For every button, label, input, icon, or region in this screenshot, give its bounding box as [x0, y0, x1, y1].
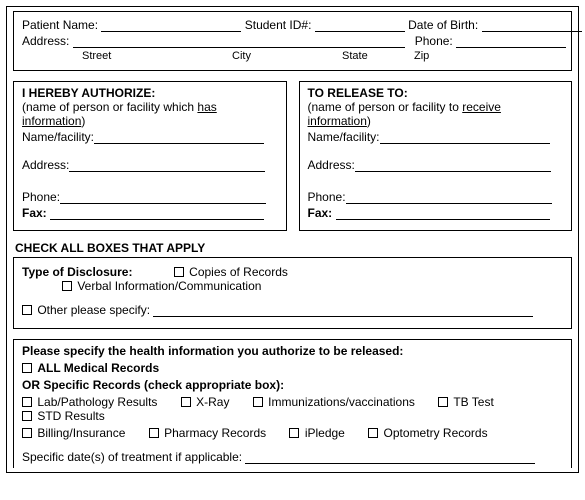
authorize-phone-label: Phone:: [22, 190, 60, 204]
form-container: Patient Name: Student ID#: Date of Birth…: [6, 6, 579, 473]
checkbox-std[interactable]: [22, 411, 32, 421]
address-input[interactable]: [73, 36, 405, 48]
checkbox-tb[interactable]: [438, 397, 448, 407]
sub-state: State: [342, 50, 414, 62]
other-specify-input[interactable]: [153, 305, 533, 317]
authorize-fax-label: Fax:: [22, 206, 47, 220]
release-phone-label: Phone:: [308, 190, 346, 204]
health-info-box: Please specify the health information yo…: [13, 339, 572, 468]
dob-input[interactable]: [482, 20, 582, 32]
authorize-name-label: Name/facility:: [22, 130, 94, 144]
release-name-input[interactable]: [380, 132, 550, 144]
authorize-fax-input[interactable]: [50, 208, 264, 220]
checkbox-lab[interactable]: [22, 397, 32, 407]
release-address-label: Address:: [308, 158, 355, 172]
sub-street: Street: [82, 50, 232, 62]
checkbox-other[interactable]: [22, 305, 32, 315]
opt-tb: TB Test: [453, 395, 493, 409]
authorize-name-input[interactable]: [94, 132, 264, 144]
authorize-release-row: I HEREBY AUTHORIZE: (name of person or f…: [13, 81, 572, 231]
release-desc-pre: (name of person or facility to: [308, 100, 463, 114]
authorize-box: I HEREBY AUTHORIZE: (name of person or f…: [13, 81, 287, 231]
opt-billing: Billing/Insurance: [37, 426, 125, 440]
address-label: Address:: [22, 34, 69, 48]
disclosure-type-label: Type of Disclosure:: [22, 265, 132, 279]
opt-lab: Lab/Pathology Results: [37, 395, 157, 409]
release-title: TO RELEASE TO:: [308, 86, 564, 100]
checkbox-immun[interactable]: [253, 397, 263, 407]
dob-label: Date of Birth:: [408, 18, 478, 32]
opt-std: STD Results: [37, 409, 104, 423]
phone-label: Phone:: [415, 34, 453, 48]
checkbox-ipledge[interactable]: [289, 428, 299, 438]
authorize-address-input[interactable]: [69, 160, 265, 172]
checkbox-verbal[interactable]: [62, 281, 72, 291]
authorize-desc-post: ): [81, 114, 85, 128]
checkbox-all-records[interactable]: [22, 363, 32, 373]
or-specific-label: OR Specific Records (check appropriate b…: [22, 378, 563, 392]
patient-name-label: Patient Name:: [22, 18, 98, 32]
sub-city: City: [232, 50, 342, 62]
sub-zip: Zip: [414, 50, 429, 62]
opt-verbal: Verbal Information/Communication: [77, 279, 261, 293]
disclosure-heading: CHECK ALL BOXES THAT APPLY: [15, 241, 572, 255]
authorize-title: I HEREBY AUTHORIZE:: [22, 86, 278, 100]
patient-info-box: Patient Name: Student ID#: Date of Birth…: [13, 11, 572, 71]
release-box: TO RELEASE TO: (name of person or facili…: [299, 81, 573, 231]
opt-ipledge: iPledge: [305, 426, 345, 440]
release-name-label: Name/facility:: [308, 130, 380, 144]
specific-dates-input[interactable]: [245, 452, 535, 464]
checkbox-pharmacy[interactable]: [149, 428, 159, 438]
release-desc-post: ): [367, 114, 371, 128]
checkbox-billing[interactable]: [22, 428, 32, 438]
opt-other: Other please specify:: [37, 303, 150, 317]
opt-optometry: Optometry Records: [384, 426, 488, 440]
checkbox-optometry[interactable]: [368, 428, 378, 438]
opt-immun: Immunizations/vaccinations: [268, 395, 415, 409]
student-id-input[interactable]: [315, 20, 405, 32]
release-fax-input[interactable]: [336, 208, 550, 220]
authorize-address-label: Address:: [22, 158, 69, 172]
opt-copies: Copies of Records: [189, 265, 288, 279]
release-phone-input[interactable]: [346, 192, 552, 204]
authorize-desc-pre: (name of person or facility which: [22, 100, 197, 114]
specific-dates-label: Specific date(s) of treatment if applica…: [22, 450, 242, 464]
all-records-label: ALL Medical Records: [37, 361, 159, 375]
health-info-heading: Please specify the health information yo…: [22, 344, 563, 358]
student-id-label: Student ID#:: [245, 18, 312, 32]
patient-name-input[interactable]: [101, 20, 241, 32]
opt-xray: X-Ray: [196, 395, 229, 409]
phone-input[interactable]: [456, 36, 566, 48]
checkbox-xray[interactable]: [181, 397, 191, 407]
opt-pharmacy: Pharmacy Records: [164, 426, 266, 440]
checkbox-copies[interactable]: [174, 267, 184, 277]
disclosure-box: Type of Disclosure: Copies of Records Ve…: [13, 257, 572, 329]
release-fax-label: Fax:: [308, 206, 333, 220]
release-address-input[interactable]: [355, 160, 551, 172]
authorize-phone-input[interactable]: [60, 192, 266, 204]
